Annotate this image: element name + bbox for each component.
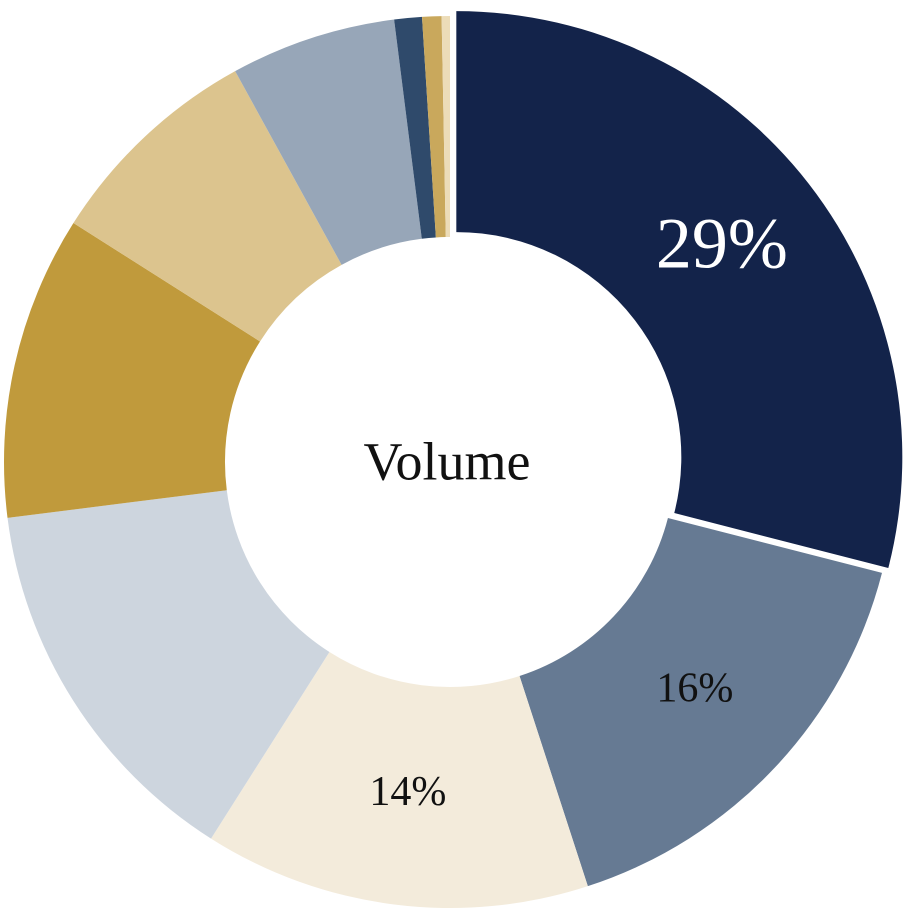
donut-slice xyxy=(394,16,436,239)
slice-label: 16% xyxy=(656,666,733,712)
donut-slice xyxy=(4,223,261,518)
slice-label: 29% xyxy=(656,204,788,284)
slice-label: 14% xyxy=(369,769,446,815)
donut-slice xyxy=(441,16,450,238)
donut-slice xyxy=(421,16,446,238)
donut-slice xyxy=(519,517,882,887)
center-label: Volume xyxy=(363,431,530,491)
donut-slice xyxy=(7,490,330,839)
donut-slice xyxy=(456,11,903,569)
donut-slice xyxy=(73,71,342,342)
donut-slice xyxy=(211,651,588,908)
donut-slice xyxy=(235,19,422,265)
